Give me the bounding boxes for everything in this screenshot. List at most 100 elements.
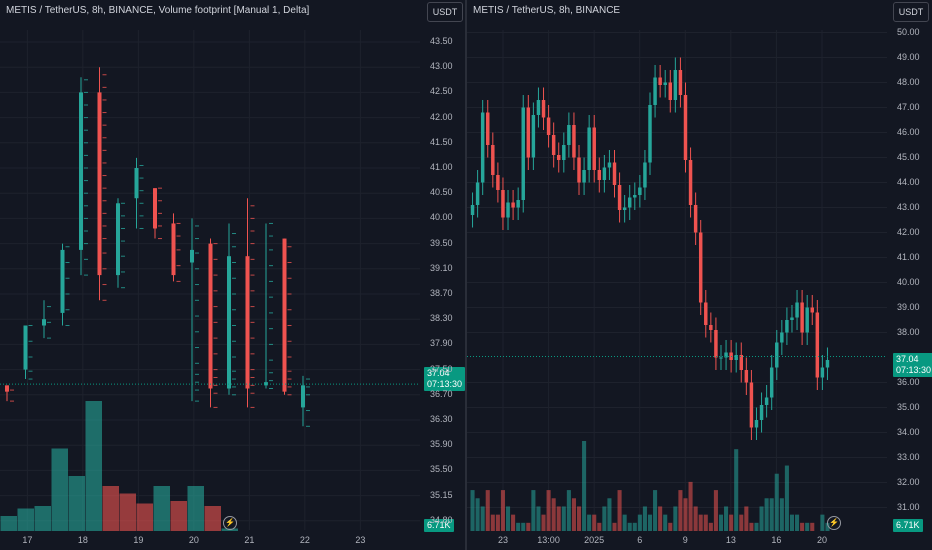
candle-body: [749, 382, 754, 428]
candle-body: [531, 115, 536, 158]
y-axis-tick: 35.00: [897, 401, 920, 412]
volume-bar: [51, 448, 68, 531]
candle-body: [79, 92, 83, 250]
y-axis-tick: 36.70: [430, 388, 453, 399]
candle-body: [245, 256, 250, 389]
volume-bar: [521, 522, 526, 531]
candle-body: [541, 100, 546, 118]
volume-bar: [774, 473, 779, 531]
volume-label: 6.71K: [893, 519, 923, 532]
candle-body: [475, 182, 480, 205]
volume-bar: [551, 498, 556, 531]
candle-body: [480, 112, 485, 183]
volume-bar: [744, 506, 749, 531]
candle-body: [663, 82, 667, 85]
candle-body: [775, 342, 779, 368]
candle-body: [668, 82, 673, 100]
volume-bar: [566, 490, 571, 531]
candle-body: [759, 405, 764, 420]
candle-body: [264, 382, 268, 386]
y-axis-tick: 39.00: [897, 301, 920, 312]
y-axis-tick: 48.00: [897, 76, 920, 87]
volume-bar: [658, 506, 663, 531]
y-axis-tick: 45.00: [897, 151, 920, 162]
volume-bar: [526, 522, 531, 531]
volume-bar: [607, 498, 612, 531]
volume-bar: [485, 490, 490, 531]
footprint-chart-svg[interactable]: [0, 0, 466, 550]
lightning-icon[interactable]: ⚡: [223, 516, 237, 530]
volume-bar: [582, 441, 587, 531]
y-axis-tick: 39.50: [430, 237, 453, 248]
candle-body: [208, 243, 213, 389]
candle-body: [23, 325, 28, 370]
candle-body: [562, 145, 566, 160]
candle-body: [612, 162, 617, 185]
candle-body: [592, 127, 596, 170]
volume-bar: [531, 490, 536, 531]
candle-body: [282, 238, 287, 392]
volume-bar: [708, 522, 713, 531]
pane-divider[interactable]: [465, 0, 467, 550]
volume-bar: [490, 514, 495, 531]
volume-bar: [724, 506, 729, 531]
candle-body: [171, 223, 176, 276]
last-price-label: 37.04 07:13:30: [424, 367, 466, 391]
volume-bar: [505, 506, 511, 531]
y-axis-tick: 31.00: [897, 501, 920, 512]
candle-body: [754, 420, 759, 428]
volume-bar: [136, 503, 153, 531]
volume-bar: [602, 506, 607, 531]
candle-body: [60, 249, 65, 313]
currency-button[interactable]: USDT: [893, 2, 929, 22]
candlestick-chart-svg[interactable]: [467, 0, 932, 550]
candle-body: [153, 188, 157, 229]
candle-body: [551, 135, 556, 155]
candle-body: [825, 360, 830, 368]
footprint-chart-pane[interactable]: METIS / TetherUS, 8h, BINANCE, Volume fo…: [0, 0, 466, 550]
volume-bar: [627, 522, 632, 531]
y-axis-tick: 40.00: [430, 212, 453, 223]
volume-bar: [668, 522, 673, 531]
volume-bar: [795, 514, 800, 531]
volume-bar: [119, 493, 136, 531]
y-axis-tick: 42.00: [897, 226, 920, 237]
x-axis-tick: 19: [133, 535, 144, 545]
volume-bar: [718, 514, 724, 531]
candlestick-chart-pane[interactable]: METIS / TetherUS, 8h, BINANCE USDT 37.04…: [467, 0, 932, 550]
x-axis-tick: 22: [299, 535, 310, 545]
y-axis-tick: 37.90: [430, 338, 453, 349]
candle-body: [739, 355, 744, 370]
y-axis-tick: 40.50: [430, 187, 453, 198]
volume-bar: [516, 522, 521, 531]
candle-body: [800, 302, 804, 333]
x-axis-tick: 16: [771, 535, 782, 545]
y-axis-tick: 36.00: [897, 376, 920, 387]
last-price-value: 37.04: [427, 368, 450, 378]
candle-body: [648, 105, 652, 163]
x-axis-tick: 17: [22, 535, 33, 545]
candle-body: [744, 370, 749, 383]
volume-bar: [480, 506, 485, 531]
countdown-timer: 07:13:30: [896, 365, 932, 375]
volume-label: 6.71K: [424, 519, 454, 532]
y-axis-tick: 33.00: [897, 451, 920, 462]
y-axis-tick: 40.00: [897, 276, 920, 287]
candle-body: [780, 332, 784, 343]
y-axis-tick: 35.15: [430, 489, 453, 500]
lightning-icon[interactable]: ⚡: [827, 516, 841, 530]
volume-bar: [632, 522, 637, 531]
candle-body: [638, 187, 642, 195]
volume-bar: [784, 465, 789, 531]
volume-bar: [769, 498, 774, 531]
x-axis-tick: 23: [497, 535, 508, 545]
volume-bar: [673, 506, 678, 531]
y-axis-tick: 43.00: [897, 201, 920, 212]
volume-bar: [576, 506, 582, 531]
candle-body: [582, 170, 586, 183]
volume-bar: [688, 481, 693, 531]
y-axis-tick: 49.00: [897, 51, 920, 62]
candle-body: [795, 302, 799, 318]
candle-body: [486, 112, 490, 145]
currency-button[interactable]: USDT: [427, 2, 463, 22]
